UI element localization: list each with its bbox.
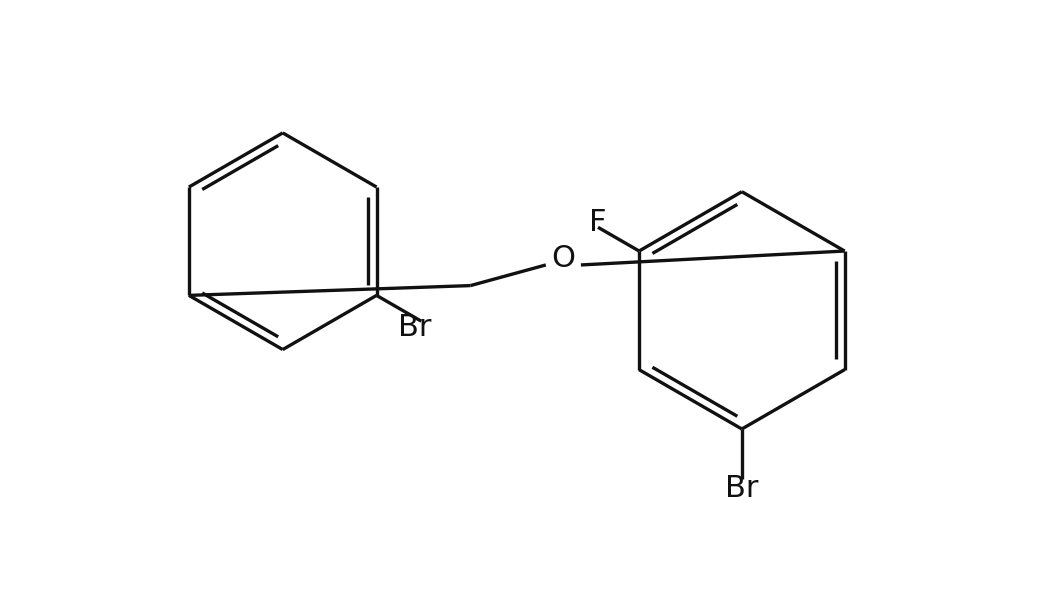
Text: F: F [589,208,606,237]
Text: O: O [551,244,575,273]
Text: Br: Br [726,474,759,504]
Text: Br: Br [399,313,432,342]
